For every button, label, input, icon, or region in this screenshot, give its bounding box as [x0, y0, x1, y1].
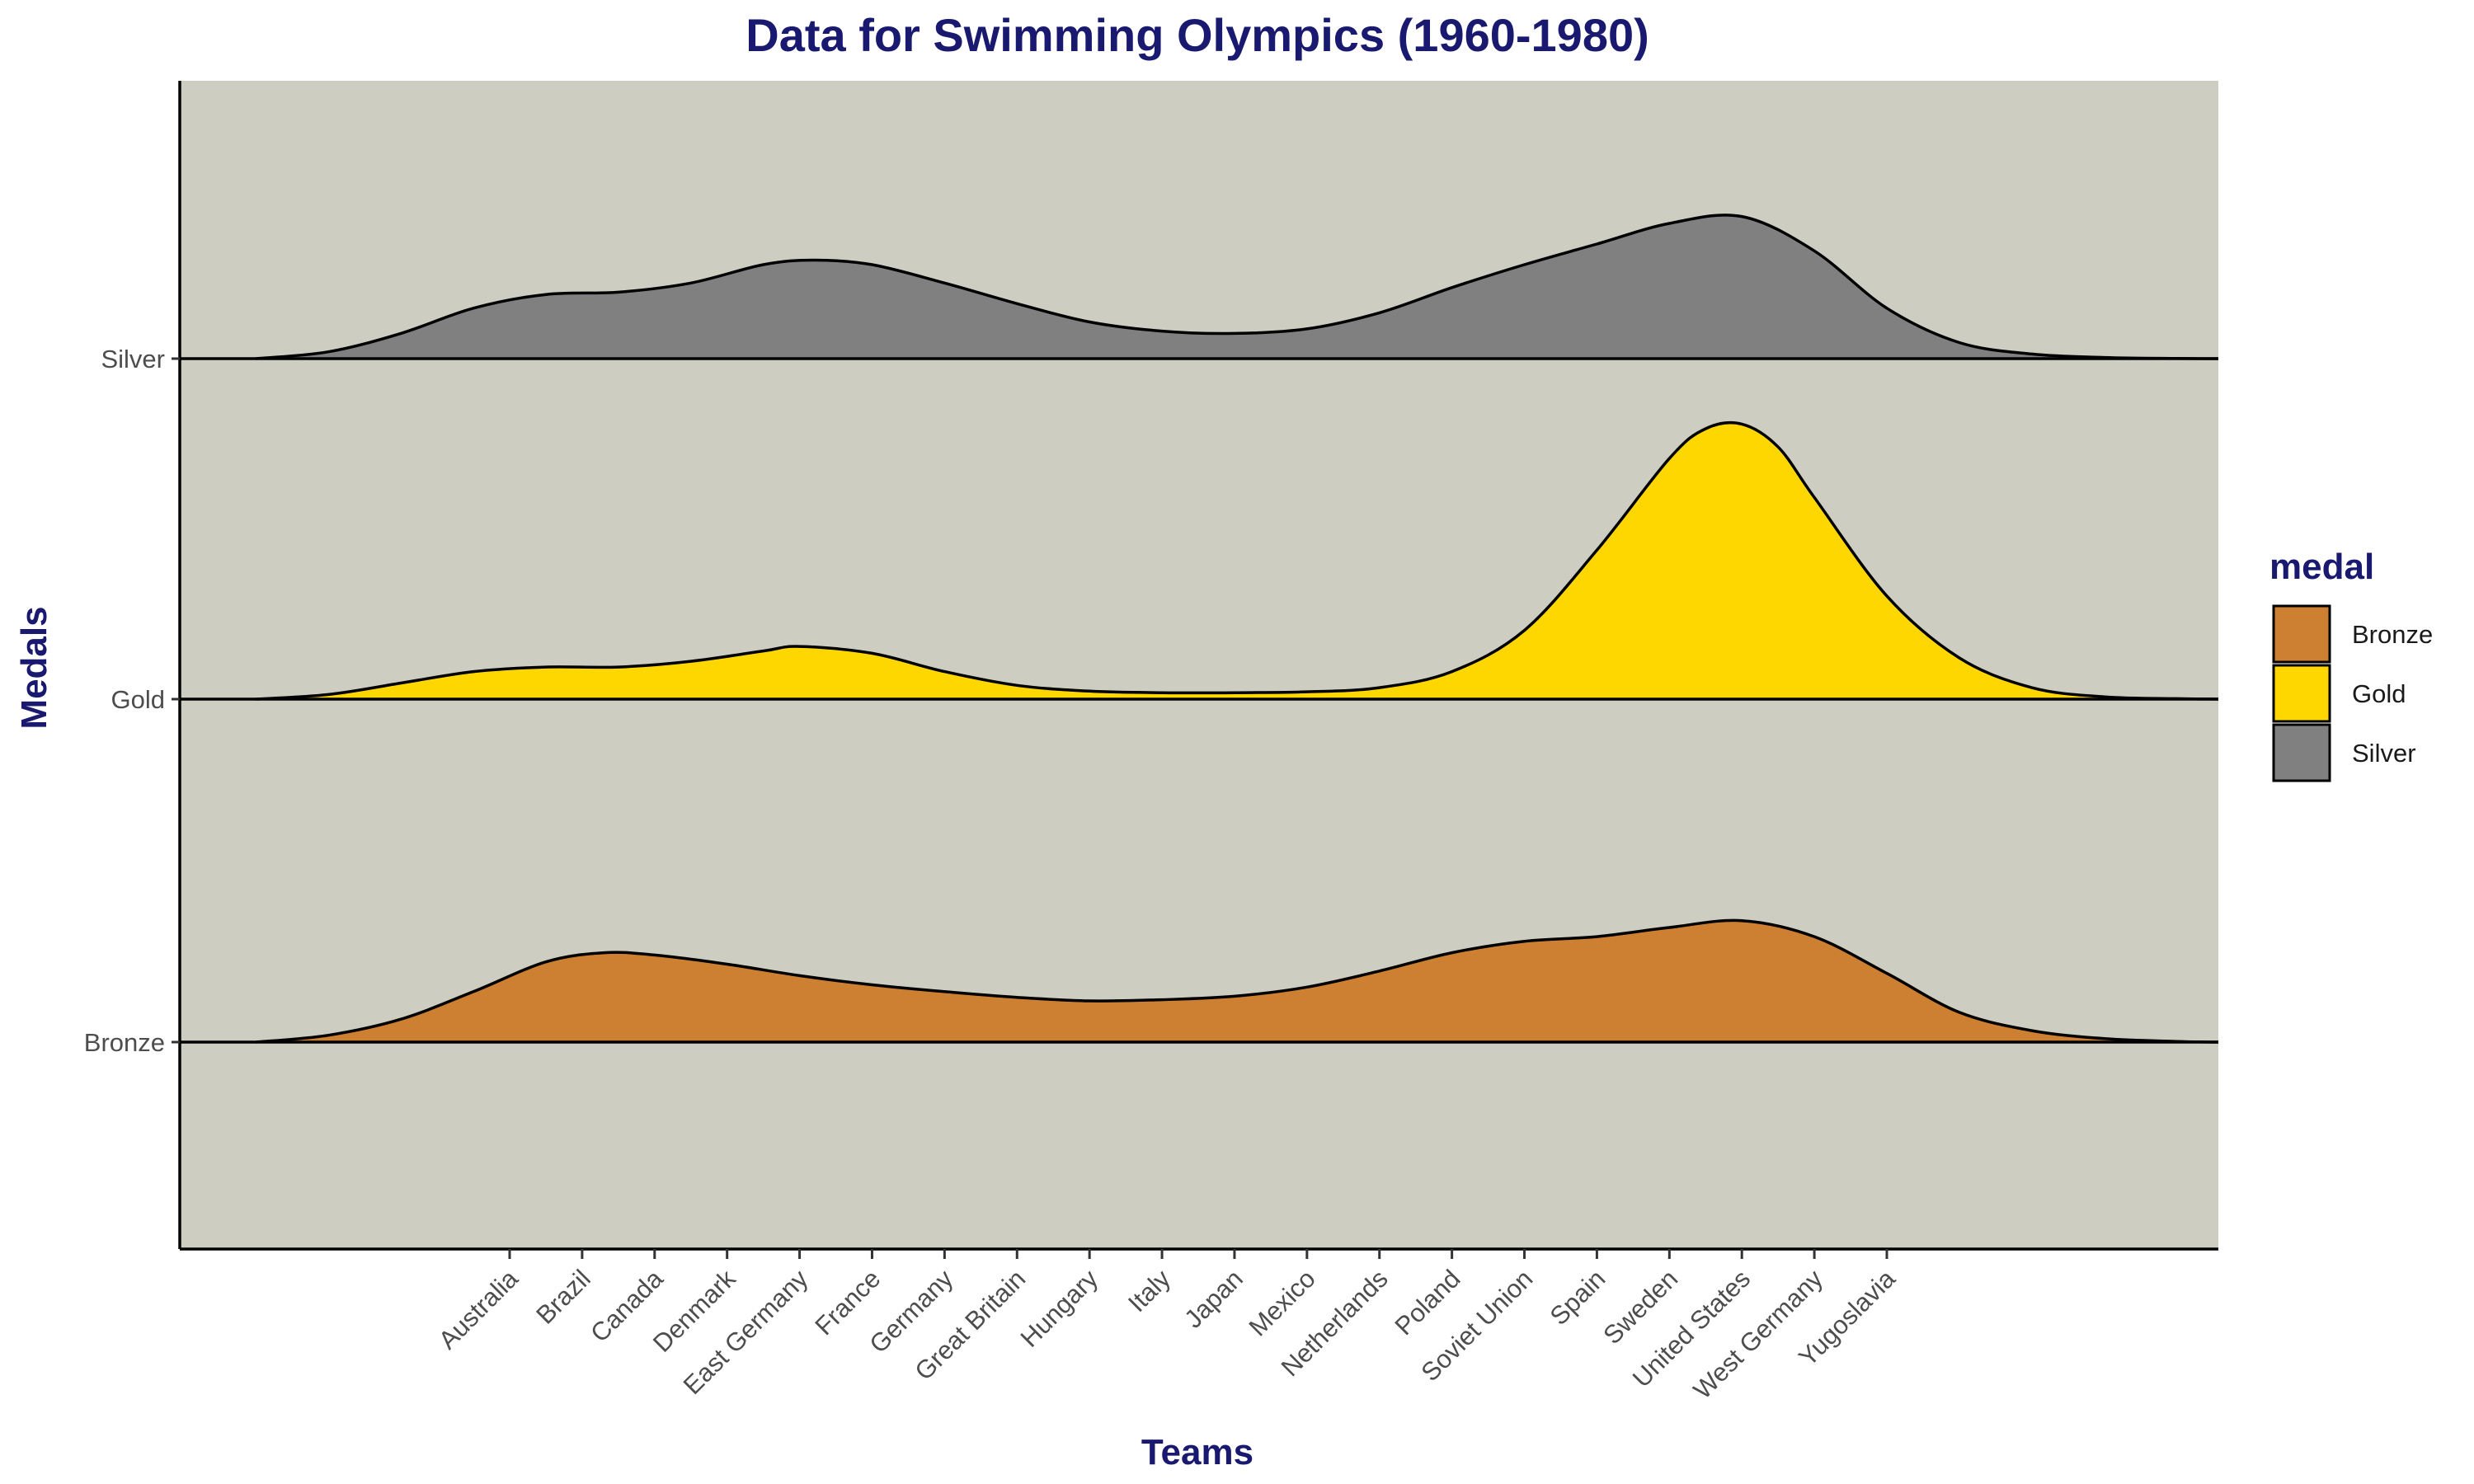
- y-axis-ticks: Bronze Gold Silver: [84, 345, 180, 1057]
- ridge-area-bronze: [256, 920, 2219, 1042]
- ridge-area-gold: [256, 422, 2219, 699]
- legend: medal Bronze Gold Silver: [2269, 547, 2433, 782]
- chart-title: Data for Swimming Olympics (1960-1980): [745, 9, 1649, 61]
- legend-label-silver: Silver: [2352, 739, 2416, 768]
- x-tick-label: West Germany: [1688, 1264, 1829, 1405]
- legend-title: medal: [2269, 547, 2374, 587]
- legend-label-bronze: Bronze: [2352, 620, 2433, 649]
- x-tick-label: Australia: [433, 1264, 524, 1355]
- x-tick-label: Hungary: [1015, 1264, 1104, 1353]
- ridge-outline-bronze: [256, 918, 2219, 1044]
- ridge-outline-gold: [256, 420, 2219, 701]
- y-tick-label-gold: Gold: [111, 685, 165, 714]
- x-tick-label: Italy: [1122, 1264, 1176, 1317]
- legend-label-gold: Gold: [2352, 679, 2406, 708]
- x-tick-label: Japan: [1178, 1264, 1248, 1333]
- y-axis-title: Medals: [14, 606, 54, 729]
- x-tick-label: Spain: [1545, 1264, 1611, 1331]
- y-tick-label-bronze: Bronze: [84, 1028, 165, 1057]
- ridge-outline-silver: [256, 214, 2219, 360]
- x-axis-title: Teams: [1141, 1432, 1253, 1472]
- legend-swatch-bronze: [2272, 604, 2331, 664]
- x-tick-label: East Germany: [678, 1264, 814, 1400]
- legend-swatch-silver: [2272, 723, 2331, 782]
- legend-items: Bronze Gold Silver: [2272, 604, 2433, 782]
- y-tick-label-silver: Silver: [101, 345, 165, 373]
- legend-swatch-gold: [2272, 664, 2331, 723]
- ridge-area-silver: [256, 214, 2219, 359]
- x-tick-label: Brazil: [530, 1264, 596, 1330]
- ridges-layer: [180, 214, 2219, 1044]
